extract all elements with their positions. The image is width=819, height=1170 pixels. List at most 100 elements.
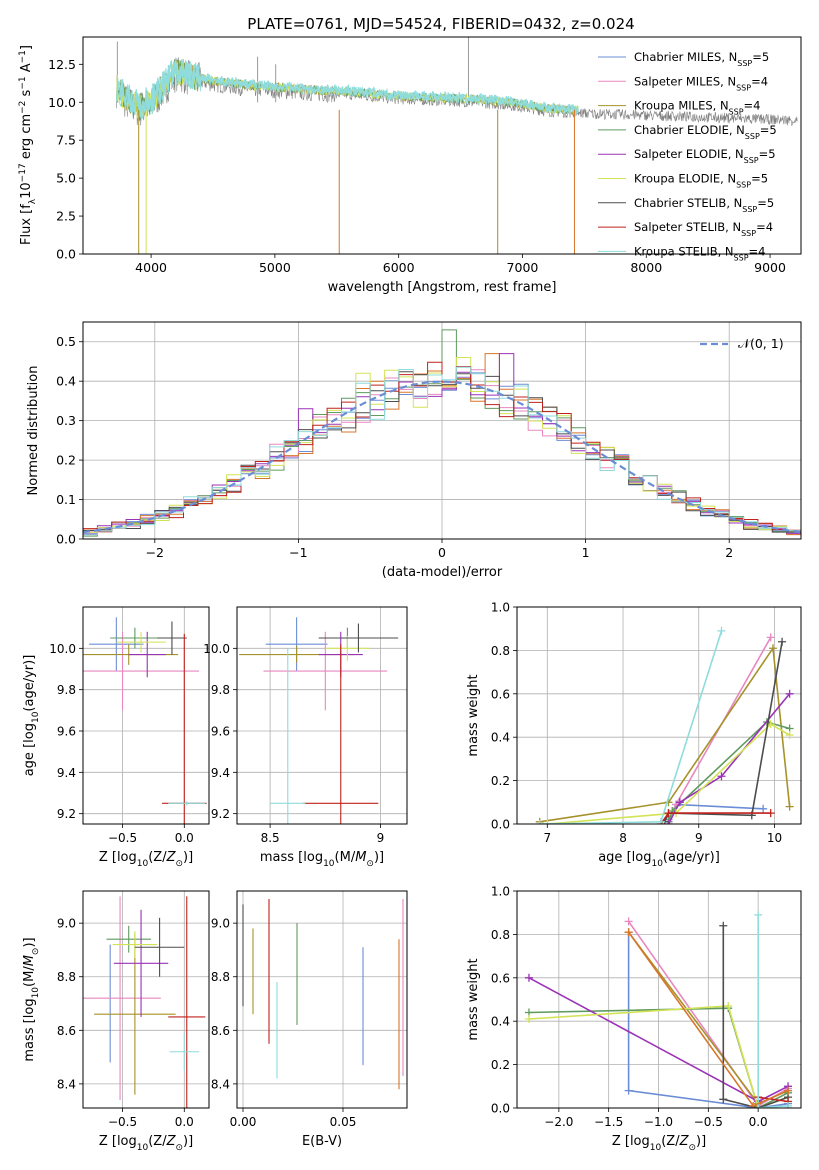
weight-marker <box>524 973 533 982</box>
weight-marker <box>717 626 726 635</box>
weight-marker <box>535 820 544 824</box>
y-axis-label: mass weight <box>466 674 481 756</box>
y-tick-label: 9.4 <box>57 766 76 780</box>
y-tick-label: 0.0 <box>491 1102 510 1116</box>
y-tick-label: 10.0 <box>203 642 230 656</box>
weight-marker <box>784 1086 793 1095</box>
errorbar-kroupa-miles <box>94 933 176 1095</box>
weight-marker <box>754 910 763 919</box>
x-tick-label: −0.5 <box>108 831 137 845</box>
y-tick-label: 2.5 <box>56 209 76 224</box>
weight-marker <box>785 689 794 698</box>
y-tick-label: 10.0 <box>48 95 76 110</box>
x-tick-label: 8000 <box>630 260 662 275</box>
x-tick-label: −2.0 <box>544 1115 573 1129</box>
weight-marker <box>675 798 684 807</box>
y-tick-label: 0.1 <box>56 492 76 507</box>
legend-label-chabrier-elodie: Chabrier ELODIE, NSSP=5 <box>634 123 777 141</box>
weight-line <box>547 723 790 824</box>
y-tick-label: 8.6 <box>57 1024 76 1038</box>
plot-area <box>83 329 801 539</box>
errorbar-salpeter-stelib <box>168 896 206 1108</box>
weight-line <box>758 1096 789 1103</box>
plot-area <box>524 910 793 1108</box>
axes-frame <box>82 36 802 255</box>
y-tick-label: 8.4 <box>211 1077 230 1091</box>
x-tick-label: 2 <box>725 545 733 560</box>
weight-marker <box>778 637 787 646</box>
errorbar-salpeter-elodie <box>128 631 166 678</box>
axes-frame <box>82 606 210 825</box>
y-tick-label: 9.4 <box>211 766 230 780</box>
plot-area <box>239 617 399 824</box>
x-axis-label: wavelength [Angstrom, rest frame] <box>328 280 557 295</box>
errorbar-salpeter-miles <box>263 631 388 711</box>
legend-label-chabrier-stelib: Chabrier STELIB, NSSP=5 <box>634 196 774 214</box>
legend-label-chabrier-miles: Chabrier MILES, NSSP=5 <box>634 50 769 68</box>
legend-label-salpeter-stelib: Salpeter STELIB, NSSP=4 <box>634 220 773 238</box>
plot-area <box>83 617 207 824</box>
legend-label-kroupa-elodie: Kroupa ELODIE, NSSP=5 <box>634 172 768 190</box>
spectrum-observed-line <box>116 57 798 127</box>
plot-area <box>116 37 798 254</box>
spectrum-panel: 4000 5000 6000 7000 8000 9000 0.0 2.5 5.0 7.5 10.0… <box>18 36 802 295</box>
y-tick-label: 0.0 <box>56 247 76 262</box>
errorbar-chabrier-stelib <box>157 621 187 655</box>
x-tick-label: 9000 <box>754 260 786 275</box>
weight-marker <box>717 772 726 781</box>
legend-label-kroupa-stelib: Kroupa STELIB, NSSP=4 <box>634 244 765 262</box>
y-tick-label: 9.8 <box>211 683 230 697</box>
figure-title: PLATE=0761, MJD=54524, FIBERID=0432, z=0… <box>247 15 634 33</box>
weight-line <box>663 641 783 823</box>
mass-vs-metallicity-panel: −0.5 0.0 8.4 8.6 8.8 9.0 Z [log10(Z/Z⊙)] mass [… <box>22 890 210 1153</box>
weight-marker <box>624 928 633 937</box>
weight-line <box>539 645 791 823</box>
age-vs-metallicity-panel: −0.5 0.0 9.2 9.4 9.6 9.8 10.0 Z [log10(Z/Z⊙)] ag… <box>22 606 210 869</box>
y-tick-label: 8.8 <box>211 970 230 984</box>
x-tick-label: 0.0 <box>175 831 194 845</box>
y-tick-label: 0.8 <box>491 928 510 942</box>
weight-marker <box>784 1101 793 1108</box>
y-tick-label: 1.0 <box>491 885 510 899</box>
x-tick-label: −1.0 <box>644 1115 673 1129</box>
y-tick-label: 0.4 <box>56 374 76 389</box>
y-tick-label: 9.0 <box>211 917 230 931</box>
histogram-salpeter-stelib <box>83 361 801 539</box>
x-axis-label: (data-model)/error <box>382 565 503 580</box>
weight-marker <box>543 820 552 824</box>
errorbar-salpeter-stelib <box>303 644 379 824</box>
weight-marker <box>749 1101 758 1108</box>
weight-marker <box>624 1086 633 1095</box>
y-axis-label: mass weight <box>466 958 481 1040</box>
x-tick-label: 7 <box>543 831 551 845</box>
histogram-kroupa-stelib <box>83 366 801 539</box>
errorbar-salpeter-miles <box>83 896 161 1100</box>
x-axis-label: E(B-V) <box>302 1134 342 1149</box>
y-tick-label: 0.2 <box>491 774 510 788</box>
weight-marker <box>766 633 775 642</box>
x-axis-label: age [log10(age/yr)] <box>598 850 720 869</box>
x-tick-label: 0 <box>438 545 446 560</box>
weight-line <box>667 721 790 823</box>
weight-marker <box>785 802 794 811</box>
legend-label-normal: 𝒩(0, 1) <box>738 336 784 351</box>
x-axis-label: Z [log10(Z/Z⊙)] <box>99 1134 193 1153</box>
weight-marker <box>624 917 633 926</box>
weight-marker <box>766 809 775 818</box>
y-tick-label: 8.6 <box>211 1024 230 1038</box>
y-tick-label: 9.6 <box>57 725 76 739</box>
y-axis-label: age [log10(age/yr)] <box>22 655 41 777</box>
weight-series-kroupa-stelib <box>754 910 793 1108</box>
y-tick-label: 1.0 <box>491 601 510 615</box>
weight-vs-age-panel: 7 8 9 10 0.0 0.2 0.4 0.6 0.8 1.0 age [log10(age/yr… <box>466 601 802 869</box>
axes-frame <box>516 606 802 825</box>
y-tick-label: 8.4 <box>57 1077 76 1091</box>
x-tick-label: 0.05 <box>330 1115 357 1129</box>
errorbar-kroupa-elodie <box>325 635 370 661</box>
y-tick-label: 9.2 <box>57 807 76 821</box>
y-tick-label: 0.4 <box>491 731 510 745</box>
x-axis-label: Z [log10(Z/Z⊙)] <box>612 1134 706 1153</box>
weight-marker <box>724 1002 733 1011</box>
x-tick-label: 1 <box>582 545 590 560</box>
